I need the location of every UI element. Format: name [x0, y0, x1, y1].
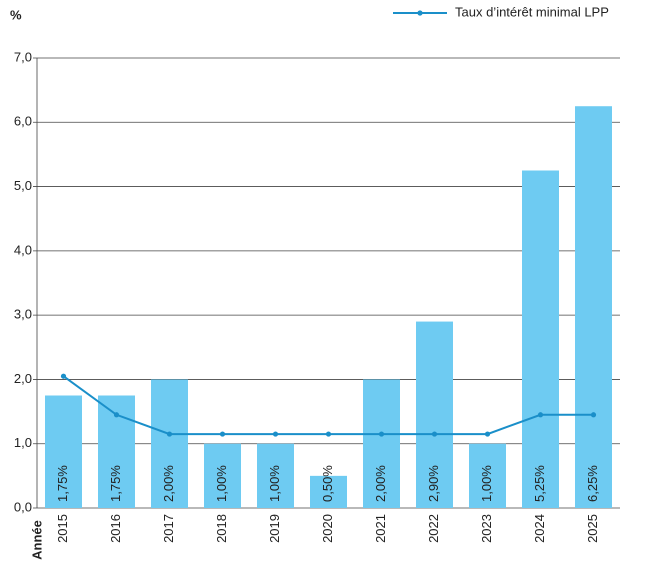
- y-tick-label: 7,0: [14, 49, 32, 64]
- bar-value-label: 1,00%: [479, 465, 494, 502]
- bar: [257, 443, 294, 508]
- x-tick-label: 2022: [426, 514, 441, 543]
- y-tick-label: 6,0: [14, 114, 32, 129]
- x-tick-label: 2024: [532, 514, 547, 543]
- line-point: [272, 431, 279, 437]
- legend-marker: [417, 10, 423, 16]
- bar: [204, 443, 241, 508]
- line-point: [166, 431, 173, 437]
- line-point: [113, 412, 120, 418]
- x-tick-label: 2019: [267, 514, 282, 543]
- x-tick-label: 2021: [373, 514, 388, 543]
- bar: [522, 170, 559, 508]
- bar-value-label: 5,25%: [532, 465, 547, 502]
- x-tick-label: 2018: [214, 514, 229, 543]
- bar: [310, 475, 347, 508]
- line-point: [60, 373, 67, 379]
- x-tick-label: 2017: [161, 514, 176, 543]
- line-point: [219, 431, 226, 437]
- line-point: [431, 431, 438, 437]
- bar: [469, 443, 506, 508]
- y-tick-label: 2,0: [14, 371, 32, 386]
- bar: [151, 379, 188, 508]
- bar-value-label: 6,25%: [585, 465, 600, 502]
- bar-value-label: 1,00%: [267, 465, 282, 502]
- bar-value-label: 1,00%: [214, 465, 229, 502]
- x-tick-label: 2016: [108, 514, 123, 543]
- y-tick-label: 3,0: [14, 307, 32, 322]
- line-point: [325, 431, 332, 437]
- line-series: [62, 375, 594, 436]
- x-tick-label: 2023: [479, 514, 494, 543]
- x-axis-label: Année: [29, 520, 44, 560]
- x-tick-label: 2025: [585, 514, 600, 543]
- line-point: [484, 431, 491, 437]
- bar: [416, 321, 453, 508]
- y-tick-label: 0,0: [14, 499, 32, 514]
- bar-value-label: 1,75%: [108, 465, 123, 502]
- bar-value-label: 2,00%: [161, 465, 176, 502]
- bar: [575, 106, 612, 508]
- bar-value-label: 0,50%: [320, 465, 335, 502]
- bar-value-label: 2,90%: [426, 465, 441, 502]
- legend-label: Taux d’intérêt minimal LPP: [455, 4, 609, 19]
- bar-value-label: 2,00%: [373, 465, 388, 502]
- x-tick-label: 2015: [55, 514, 70, 543]
- y-axis-label: %: [10, 7, 22, 22]
- y-tick-label: 1,0: [14, 435, 32, 450]
- bar-value-label: 1,75%: [55, 465, 70, 502]
- bar: [363, 379, 400, 508]
- y-tick-label: 5,0: [14, 178, 32, 193]
- line-point: [378, 431, 385, 437]
- y-tick-label: 4,0: [14, 242, 32, 257]
- x-tick-label: 2020: [320, 514, 335, 543]
- line-point: [537, 412, 544, 418]
- bar: [45, 395, 82, 508]
- line-point: [590, 412, 597, 418]
